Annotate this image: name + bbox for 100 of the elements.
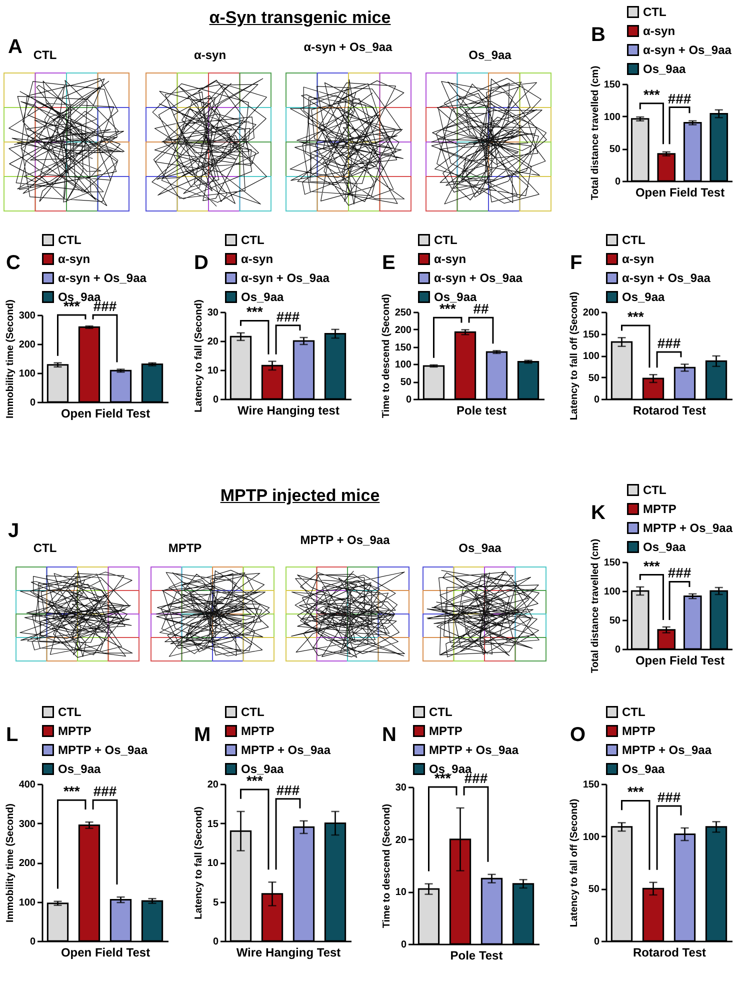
annotation: ***	[246, 304, 264, 320]
y-tick-label: 20	[207, 780, 219, 790]
x-axis-title: Pole Test	[450, 948, 503, 962]
x-axis-title: Wire Hanging Test	[236, 946, 341, 960]
y-tick-label: 20	[207, 336, 219, 348]
x-axis-title: Open Field Test	[635, 186, 725, 200]
x-axis-title: Rotarod Test	[632, 404, 706, 418]
x-axis-title: Open Field Test	[60, 406, 150, 420]
text: Os_9aa	[458, 541, 502, 555]
chart-title: B	[591, 24, 606, 47]
legend-label: CTL	[622, 705, 646, 719]
text: α-Syn transgenic mice	[209, 8, 391, 28]
y-tick-label: 200	[582, 308, 600, 318]
annotation: ***	[643, 86, 660, 102]
legend-label: CTL	[241, 705, 264, 719]
chart-title: N	[382, 724, 396, 747]
x-axis-title: Rotarod Test	[632, 946, 706, 960]
annotation: ###	[276, 782, 300, 798]
chart-title: L	[6, 724, 18, 747]
y-tick-label: 50	[588, 372, 600, 384]
legend-label: MPTP + Os_9aa	[622, 743, 712, 757]
y-tick-label: 50	[588, 884, 600, 896]
y-tick-label: 0	[400, 940, 407, 950]
y-axis-title: Total distance travelled (cm)	[590, 538, 601, 674]
text: MPTP + Os_9aa	[300, 533, 390, 547]
legend-label: MPTP + Os_9aa	[241, 743, 331, 757]
y-tick-label: 10	[395, 887, 407, 898]
legend-label: Os_9aa	[643, 62, 686, 76]
legend-label: α-syn	[241, 252, 274, 266]
x-axis-title: Wire Hanging test	[238, 404, 340, 418]
legend-label: MPTP + Os_9aa	[643, 521, 733, 535]
annotation: ***	[627, 784, 644, 800]
legend-label: Os_9aa	[643, 540, 686, 554]
legend-label: CTL	[429, 705, 452, 719]
y-tick-label: 50	[609, 616, 621, 626]
legend-label: MPTP + Os_9aa	[58, 743, 148, 757]
legend-label: CTL	[622, 233, 646, 247]
y-tick-label: 15	[207, 818, 219, 830]
y-tick-label: 400	[18, 780, 36, 790]
y-tick-label: 300	[18, 818, 36, 830]
y-tick-label: 0	[212, 936, 219, 948]
y-tick-label: 100	[604, 112, 621, 123]
text: A	[8, 36, 22, 59]
legend-label: α-syn + Os_9aa	[241, 271, 330, 285]
y-tick-label: 0	[30, 936, 36, 948]
chart-title: E	[382, 252, 396, 275]
y-tick-label: 10	[207, 366, 219, 376]
text: α-syn + Os_9aa	[303, 40, 393, 54]
y-tick-label: 150	[394, 342, 412, 354]
legend-label: CTL	[643, 5, 666, 19]
text: CTL	[33, 48, 57, 62]
y-tick-label: 0	[614, 644, 621, 656]
legend-label: CTL	[434, 233, 458, 247]
annotation: ***	[643, 558, 660, 574]
chart-title: C	[6, 252, 20, 275]
y-tick-label: 0	[594, 394, 600, 406]
legend-label: Os_9aa	[622, 290, 666, 304]
legend-label: α-syn + Os_9aa	[643, 43, 732, 57]
legend-label: α-syn + Os_9aa	[58, 271, 147, 285]
y-tick-label: 0	[212, 394, 219, 406]
y-tick-label: 50	[400, 377, 412, 388]
legend-label: Os_9aa	[241, 290, 284, 304]
y-tick-label: 250	[394, 308, 412, 318]
y-tick-label: 150	[582, 780, 600, 790]
text: CTL	[32, 541, 58, 555]
y-tick-label: 200	[18, 340, 36, 350]
legend-label: Os_9aa	[241, 762, 284, 776]
text: Os_9aa	[468, 48, 512, 62]
legend-label: MPTP	[429, 724, 462, 738]
chart-title: O	[570, 724, 586, 747]
legend-label: Os_9aa	[622, 762, 666, 776]
annotation: ***	[63, 783, 80, 800]
chart-title: F	[570, 252, 582, 275]
legend-label: α-syn + Os_9aa	[622, 271, 711, 285]
annotation: ###	[276, 308, 300, 324]
chart-title: D	[194, 252, 208, 275]
legend-label: MPTP	[643, 502, 676, 516]
legend-label: MPTP + Os_9aa	[429, 743, 519, 757]
legend-label: MPTP	[241, 724, 274, 738]
y-tick-label: 5	[212, 897, 219, 908]
text: α-syn	[192, 48, 228, 62]
legend-label: CTL	[58, 705, 82, 719]
legend-label: Os_9aa	[58, 762, 102, 776]
y-axis-title: Time to descend (Second)	[380, 294, 392, 418]
legend-label: α-syn	[643, 24, 676, 38]
y-tick-label: 100	[394, 360, 412, 371]
y-tick-label: 150	[604, 558, 621, 568]
y-tick-label: 100	[582, 351, 600, 362]
y-tick-label: 100	[582, 832, 600, 843]
y-axis-title: Time to descend (Second)	[381, 804, 392, 928]
y-tick-label: 300	[18, 310, 36, 322]
y-axis-title: Latency to fall off (Second)	[568, 292, 580, 420]
annotation: ###	[668, 90, 692, 106]
legend-label: MPTP	[622, 724, 656, 738]
annotation: ###	[657, 788, 681, 805]
y-tick-label: 0	[406, 394, 412, 406]
text: MPTP	[167, 541, 203, 555]
text: MPTP injected mice	[220, 486, 380, 506]
y-tick-label: 30	[395, 782, 407, 794]
y-tick-label: 30	[207, 308, 219, 318]
